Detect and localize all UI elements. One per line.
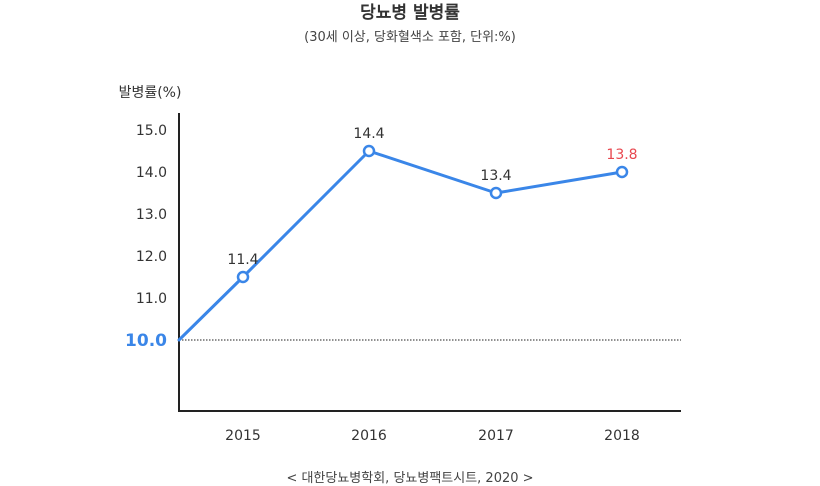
y-tick-label: 12.0 (136, 249, 167, 265)
baseline-label: 10.0 (125, 331, 167, 351)
y-tick-label: 13.0 (136, 207, 167, 223)
source-note: < 대한당뇨병학회, 당뇨병팩트시트, 2020 > (286, 471, 534, 486)
data-label: 14.4 (353, 126, 384, 142)
data-point-marker (236, 270, 250, 284)
x-tick-label: 2017 (478, 428, 514, 444)
data-label: 13.4 (480, 168, 511, 184)
y-tick-label: 14.0 (136, 165, 167, 181)
data-point-marker (489, 186, 503, 200)
x-tick-label: 2016 (351, 428, 387, 444)
series-group: 11.4 14.4 13.4 13.8 (177, 126, 638, 342)
x-tick-label: 2018 (604, 428, 640, 444)
data-point-marker (615, 165, 629, 179)
data-label: 11.4 (227, 252, 258, 268)
data-label: 13.8 (606, 147, 637, 163)
chart-title: 당뇨병 발병률 (360, 3, 460, 23)
y-tick-label: 15.0 (136, 123, 167, 139)
series-line (177, 149, 624, 342)
x-tick-label: 2015 (225, 428, 261, 444)
x-axis-ticks: 2015 2016 2017 2018 (225, 428, 640, 444)
y-tick-label: 11.0 (136, 291, 167, 307)
y-axis-ticks: 15.0 14.0 13.0 12.0 11.0 10.0 (125, 123, 167, 351)
chart-subtitle: (30세 이상, 당화혈색소 포함, 단위:%) (304, 30, 516, 45)
data-point-marker (362, 144, 376, 158)
y-axis-label: 발병률(%) (119, 85, 182, 101)
